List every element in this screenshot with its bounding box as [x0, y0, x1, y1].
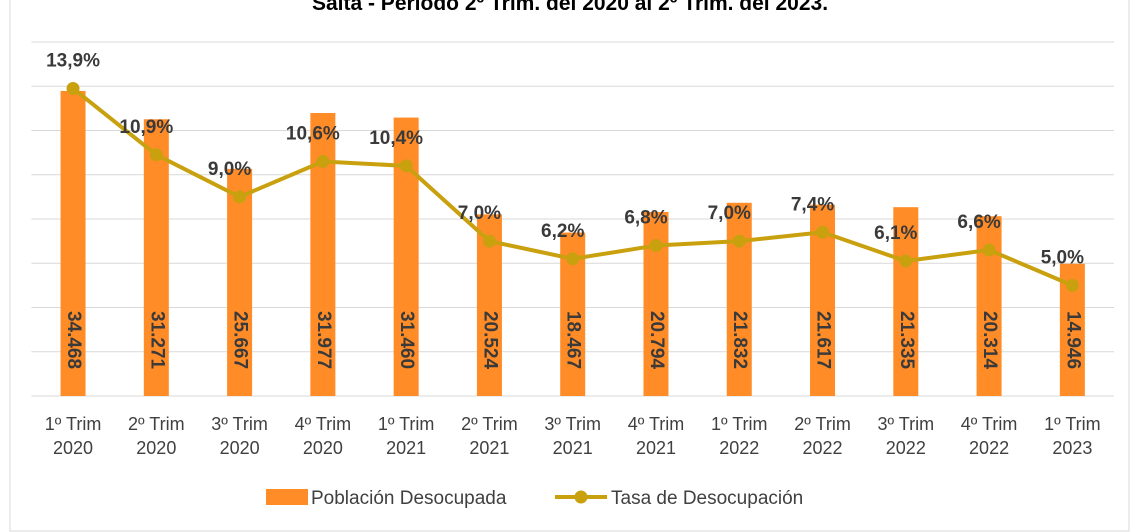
line-value-label: 6,2% [541, 221, 584, 242]
line-value-label: 6,6% [957, 212, 1000, 233]
bar-value-label: 21.335 [896, 311, 917, 370]
line-marker [566, 252, 580, 266]
line-value-label: 10,6% [286, 123, 340, 144]
line-marker [66, 81, 80, 95]
line-value-label: 6,1% [874, 223, 917, 244]
legend-swatch [266, 489, 308, 505]
x-tick-label-line: 2021 [469, 438, 509, 458]
x-tick-label-line: 2022 [886, 438, 926, 458]
x-tick-label: 4º Trim 2021 [628, 414, 685, 458]
x-tick-label-line: 4º Trim [295, 414, 352, 434]
line-value-label: 5,0% [1041, 247, 1084, 268]
line-marker [316, 154, 330, 168]
bar [143, 119, 169, 396]
x-tick-label-line: 3º Trim [211, 414, 268, 434]
x-tick-label-line: 3º Trim [544, 414, 601, 434]
line-value-label: 7,4% [791, 194, 834, 215]
x-tick-label-line: 1º Trim [1044, 414, 1101, 434]
x-tick-label: 2º Trim 2022 [794, 414, 851, 458]
line-value-label: 13,9% [46, 50, 100, 71]
bar-value-label: 20.524 [479, 311, 500, 370]
line-marker [482, 234, 496, 248]
bar-value-label: 21.832 [729, 311, 750, 369]
x-tick-label-line: 2022 [969, 438, 1009, 458]
line-marker [899, 254, 913, 268]
x-tick-label: 1º Trim 2023 [1044, 414, 1101, 458]
x-tick-label-line: 2021 [553, 438, 593, 458]
bar [60, 90, 86, 397]
x-tick-label-line: 2020 [303, 438, 343, 458]
bar [893, 207, 919, 396]
legend-swatch-marker [574, 490, 588, 504]
x-tick-label: 4º Trim 2022 [961, 414, 1018, 458]
bar-value-label: 34.468 [63, 311, 84, 369]
line-marker [149, 148, 163, 162]
x-tick-label-line: 2022 [719, 438, 759, 458]
x-tick-label-line: 2º Trim [794, 414, 851, 434]
x-tick-label: 1º Trim 2021 [378, 414, 435, 458]
x-tick-label-line: 1º Trim [711, 414, 768, 434]
x-tick-label-line: 2º Trim [128, 414, 185, 434]
bar-value-label: 21.617 [813, 311, 834, 369]
x-tick-label-line: 4º Trim [961, 414, 1018, 434]
line-marker [399, 159, 413, 173]
line-value-label: 7,0% [458, 203, 501, 224]
x-tick-label-line: 2021 [636, 438, 676, 458]
line-value-label: 7,0% [708, 203, 751, 224]
x-tick-label: 4º Trim 2020 [295, 414, 352, 458]
x-tick-label-line: 2020 [220, 438, 260, 458]
x-tick-label-line: 4º Trim [628, 414, 685, 434]
x-tick-label-line: 1º Trim [378, 414, 435, 434]
x-tick-label: 3º Trim 2021 [544, 414, 601, 458]
line-marker [732, 234, 746, 248]
bar-value-label: 20.794 [646, 311, 667, 370]
x-tick-label: 3º Trim 2020 [211, 414, 268, 458]
line-marker [233, 190, 247, 204]
line-marker [649, 239, 663, 253]
x-tick-label: 3º Trim 2022 [878, 414, 935, 458]
line-marker [982, 243, 996, 257]
legend-label: Tasa de Desocupación [611, 488, 803, 509]
x-tick-label: 1º Trim 2022 [711, 414, 768, 458]
line-marker [816, 225, 830, 239]
x-tick-label-line: 1º Trim [45, 414, 102, 434]
x-tick-label: 2º Trim 2020 [128, 414, 185, 458]
x-tick-label-line: 2022 [803, 438, 843, 458]
x-tick-label-line: 2023 [1052, 438, 1092, 458]
x-tick-label-line: 3º Trim [878, 414, 935, 434]
legend-label: Población Desocupada [311, 488, 507, 509]
bar-value-label: 14.946 [1062, 311, 1083, 369]
bar-value-label: 18.467 [563, 311, 584, 369]
line-marker [1065, 278, 1079, 292]
x-tick-label-line: 2020 [136, 438, 176, 458]
line-value-label: 9,0% [208, 159, 251, 180]
x-tick-label: 2º Trim 2021 [461, 414, 518, 458]
bar-value-label: 31.460 [396, 311, 417, 369]
x-tick-label-line: 2020 [53, 438, 93, 458]
bar-value-label: 20.314 [979, 311, 1000, 370]
line-value-label: 10,9% [119, 117, 173, 138]
bar-value-label: 25.667 [230, 311, 251, 369]
line-value-label: 6,8% [624, 208, 667, 229]
bar-value-label: 31.977 [313, 311, 334, 369]
chart-title: Salta - Período 2º Trim. del 2020 al 2º … [312, 0, 828, 15]
bar-value-label: 31.271 [146, 311, 167, 370]
x-tick-label-line: 2021 [386, 438, 426, 458]
x-tick-label-line: 2º Trim [461, 414, 518, 434]
x-tick-label: 1º Trim 2020 [45, 414, 102, 458]
bar [227, 168, 253, 396]
line-value-label: 10,4% [369, 128, 423, 149]
